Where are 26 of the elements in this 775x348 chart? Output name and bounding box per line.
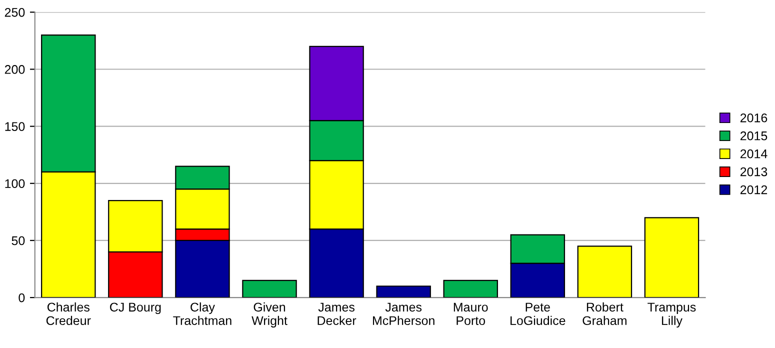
- y-tick-label: 100: [5, 179, 25, 188]
- legend-label: 2014: [740, 149, 768, 158]
- x-tick-label: CJ Bourg: [110, 302, 161, 314]
- y-tick-label: 250: [4, 8, 25, 17]
- y-tick-label: 200: [4, 65, 25, 74]
- bar: [376, 286, 431, 298]
- legend-label: 2013: [740, 167, 768, 176]
- bar: [644, 217, 700, 298]
- x-tick-label: Clay Trachtman: [173, 302, 232, 326]
- bar: [577, 246, 632, 298]
- legend-label: 2015: [740, 131, 768, 140]
- x-tick-label: Charles Credeur: [46, 302, 91, 326]
- legend-label: 2012: [740, 185, 768, 194]
- x-tick-label: James Decker: [318, 302, 356, 326]
- x-tick-label: Pete LoGiudice: [510, 302, 566, 326]
- y-tick-label: 0: [18, 293, 25, 302]
- y-tick-label: 50: [12, 236, 25, 246]
- x-tick-label: Trampus Lilly: [648, 302, 696, 328]
- x-tick-label: Robert Graham: [582, 302, 626, 326]
- x-tick-label: Given Wright: [252, 302, 288, 328]
- x-tick-label: Mauro Porto: [454, 302, 488, 326]
- y-tick-label: 150: [5, 122, 25, 131]
- legend-label: 2016: [740, 113, 768, 122]
- bar: [443, 280, 498, 298]
- bar: [242, 280, 297, 298]
- x-tick-label: James McPherson: [373, 302, 434, 326]
